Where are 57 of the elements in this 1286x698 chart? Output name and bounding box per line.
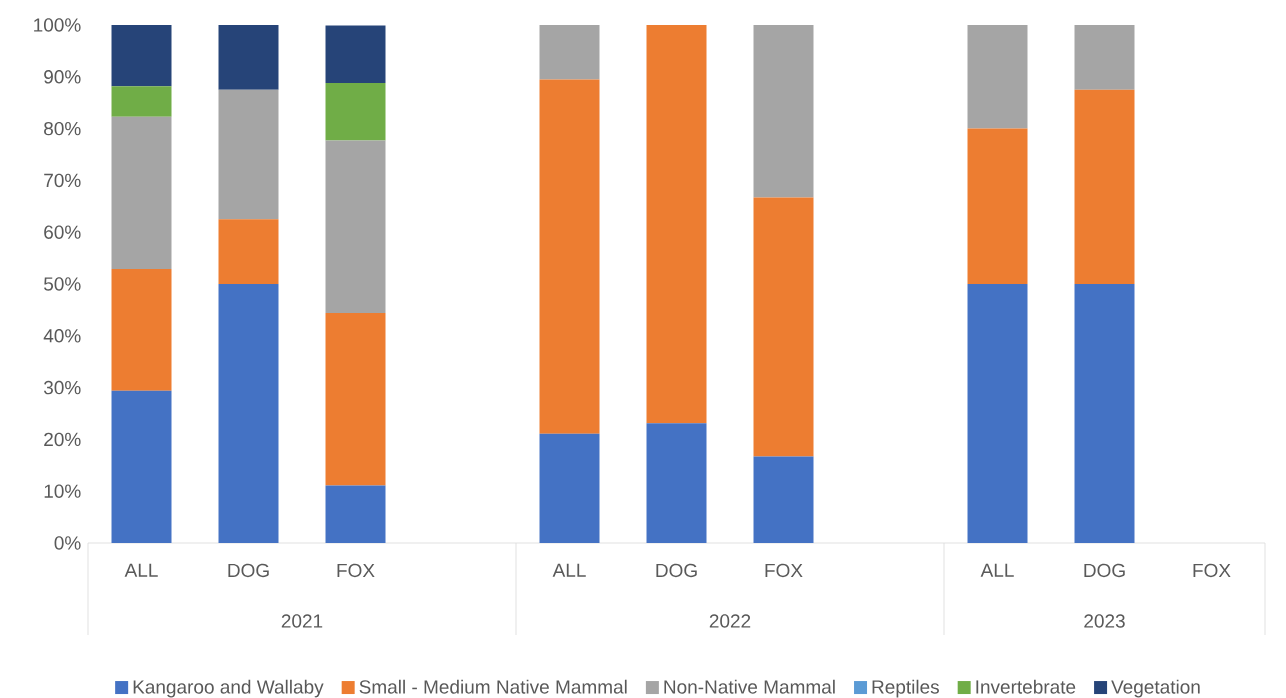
x-tick-label: ALL — [980, 563, 1014, 577]
y-tick-label: 60% — [44, 225, 81, 239]
text: 2023 — [1084, 614, 1125, 628]
bar — [111, 116, 172, 269]
text: 2022 — [709, 614, 751, 628]
bar — [218, 219, 279, 284]
bar — [1074, 284, 1135, 543]
legend-label: Small - Medium Native Mammal — [359, 679, 627, 694]
x-tick-label: DOG — [228, 563, 269, 578]
bar — [753, 197, 814, 457]
bar — [218, 89, 279, 220]
bar — [539, 79, 600, 434]
bar — [111, 25, 172, 87]
bar — [218, 284, 279, 543]
y-tick-label: 20% — [44, 432, 81, 447]
y-tick-label: 70% — [44, 173, 81, 188]
bar — [325, 83, 386, 141]
bar — [967, 284, 1028, 543]
y-tick-label: 10% — [44, 484, 81, 498]
bar — [646, 423, 707, 543]
bar — [218, 25, 279, 90]
x-tick-label: FOX — [337, 563, 375, 578]
bar — [753, 25, 814, 198]
x-tick-label: FOX — [1193, 563, 1231, 578]
y-tick-label: 100% — [34, 18, 81, 32]
bar — [539, 25, 600, 80]
bar — [967, 25, 1028, 129]
legend-label: Reptiles — [872, 679, 939, 698]
bar — [325, 485, 386, 543]
legend-label: Invertebrate — [976, 679, 1076, 694]
bar — [1074, 89, 1135, 284]
x-tick-label: ALL — [552, 563, 586, 577]
legend-label: Non-Native Mammal — [664, 679, 835, 694]
bar — [111, 86, 172, 117]
legend-label: Kangaroo and Wallaby — [133, 679, 324, 698]
y-tick-label: 50% — [44, 277, 81, 291]
bar — [967, 128, 1028, 284]
bar — [646, 25, 707, 424]
bar — [1074, 25, 1135, 90]
legend-label: Vegetation — [1111, 679, 1200, 698]
bar — [325, 140, 386, 314]
bar — [111, 268, 172, 391]
x-tick-label: ALL — [124, 563, 158, 577]
bar — [539, 433, 600, 543]
x-tick-label: DOG — [1084, 563, 1125, 578]
y-tick-label: 90% — [44, 70, 81, 84]
y-tick-label: 80% — [44, 121, 81, 136]
x-tick-label: FOX — [765, 563, 803, 578]
x-tick-label: DOG — [656, 563, 697, 578]
bar — [111, 390, 172, 543]
bar — [325, 25, 386, 84]
bar — [753, 456, 814, 543]
bar — [325, 313, 386, 486]
y-tick-label: 40% — [43, 329, 81, 343]
y-tick-label: 30% — [43, 380, 81, 395]
y-tick-label: 0% — [54, 536, 81, 550]
text: 2021 — [281, 614, 323, 628]
